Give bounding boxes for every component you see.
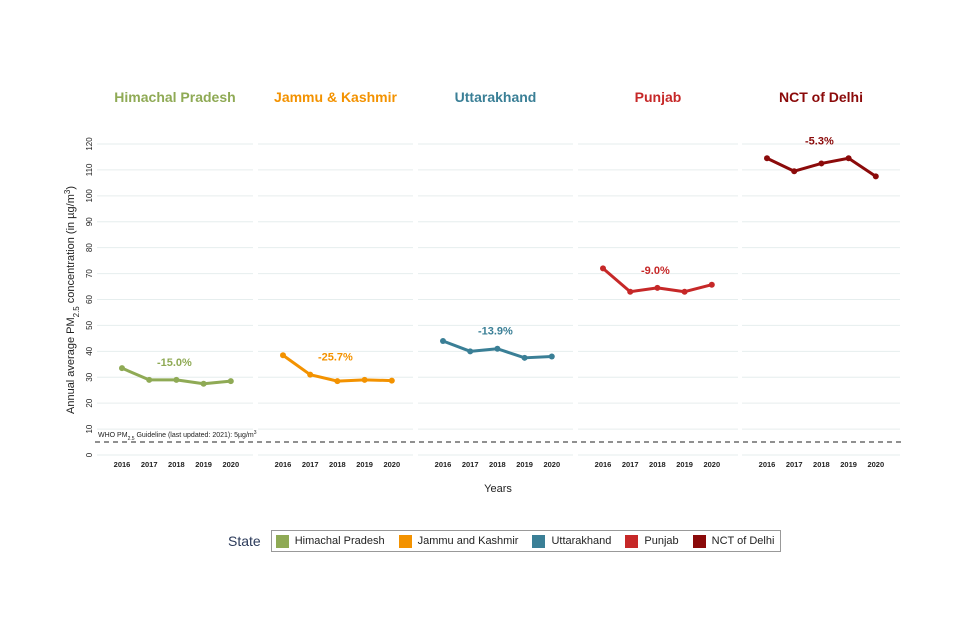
y-tick-label: 100	[85, 189, 94, 203]
data-point	[334, 378, 341, 385]
y-tick-label: 90	[85, 217, 94, 226]
legend-label: NCT of Delhi	[711, 535, 775, 547]
legend-label: Punjab	[644, 535, 679, 547]
panel-title: Jammu & Kashmir	[274, 89, 397, 105]
data-point	[173, 376, 180, 383]
x-tick-label: 2016	[759, 460, 776, 469]
who-guideline-label: WHO PM2.5 Guideline (last updated: 2021)…	[98, 430, 257, 442]
change-label: -9.0%	[641, 265, 670, 277]
panel-title: NCT of Delhi	[779, 89, 863, 105]
legend-item-uttarakhand: Uttarakhand	[532, 534, 612, 548]
change-label: -13.9%	[478, 326, 513, 338]
panel-title: Punjab	[635, 89, 682, 105]
data-point	[764, 155, 770, 162]
y-tick-label: 120	[85, 137, 94, 151]
x-tick-label: 2019	[840, 460, 857, 469]
y-tick-label: 10	[85, 424, 94, 433]
data-point	[494, 345, 501, 352]
y-tick-label: 40	[85, 346, 94, 355]
data-point	[872, 173, 879, 180]
data-point	[818, 160, 825, 167]
legend-box: Himachal Pradesh Jammu and Kashmir Uttar…	[270, 530, 782, 552]
y-tick-label: 70	[85, 269, 94, 278]
x-tick-label: 2020	[222, 460, 239, 469]
legend-label: Uttarakhand	[551, 535, 612, 547]
data-point	[200, 380, 207, 387]
x-tick-label: 2016	[275, 460, 292, 469]
x-tick-label: 2016	[435, 460, 452, 469]
data-point	[440, 337, 446, 344]
x-tick-label: 2016	[114, 460, 131, 469]
data-point	[119, 365, 125, 372]
x-axis-title: Years	[484, 483, 512, 495]
legend-label: Jammu and Kashmir	[417, 535, 519, 547]
legend-swatch	[532, 534, 546, 548]
panel-title: Uttarakhand	[455, 89, 537, 105]
data-point	[146, 376, 153, 383]
change-label: -5.3%	[805, 135, 834, 147]
change-label: -25.7%	[318, 352, 353, 364]
x-tick-label: 2017	[302, 460, 319, 469]
x-tick-label: 2020	[543, 460, 560, 469]
x-tick-label: 2019	[676, 460, 693, 469]
y-tick-label: 80	[85, 243, 94, 252]
x-tick-label: 2018	[489, 460, 506, 469]
data-point	[845, 155, 852, 162]
y-tick-label: 110	[85, 163, 94, 176]
x-tick-label: 2019	[195, 460, 212, 469]
x-tick-label: 2016	[595, 460, 612, 469]
data-point	[388, 377, 395, 384]
legend-title: State	[228, 533, 261, 549]
data-point	[681, 288, 688, 295]
legend-swatch	[692, 534, 706, 548]
legend-swatch	[275, 534, 289, 548]
x-tick-label: 2018	[329, 460, 346, 469]
x-tick-label: 2018	[168, 460, 185, 469]
x-tick-label: 2017	[141, 460, 158, 469]
y-axis-title: Annual average PM2.5 concentration (in µ…	[63, 186, 81, 414]
data-point	[521, 354, 528, 361]
x-tick-label: 2020	[383, 460, 400, 469]
change-label: -15.0%	[157, 357, 192, 369]
x-tick-label: 2018	[649, 460, 666, 469]
data-point	[791, 168, 798, 175]
data-point	[361, 376, 368, 383]
data-point	[280, 352, 286, 359]
data-point	[627, 288, 634, 295]
y-tick-label: 30	[85, 372, 94, 381]
x-tick-label: 2017	[622, 460, 639, 469]
x-tick-label: 2019	[356, 460, 373, 469]
y-tick-label: 20	[85, 398, 94, 407]
data-point	[548, 353, 555, 360]
data-point	[467, 348, 474, 355]
x-tick-label: 2018	[813, 460, 830, 469]
data-point	[654, 284, 661, 291]
x-tick-label: 2017	[462, 460, 479, 469]
data-point	[307, 371, 314, 378]
y-tick-label: 60	[85, 295, 94, 304]
data-point	[227, 378, 234, 385]
legend-item-punjab: Punjab	[625, 534, 679, 548]
legend-item-himachal-pradesh: Himachal Pradesh	[275, 534, 385, 548]
legend-swatch	[398, 534, 412, 548]
y-tick-label: 50	[85, 320, 94, 329]
legend-label: Himachal Pradesh	[294, 535, 385, 547]
x-tick-label: 2017	[786, 460, 803, 469]
legend-swatch	[625, 534, 639, 548]
data-point	[708, 281, 715, 288]
y-tick-label: 0	[85, 452, 94, 457]
legend-item-nct-delhi: NCT of Delhi	[692, 534, 775, 548]
x-tick-label: 2020	[703, 460, 720, 469]
x-tick-label: 2019	[516, 460, 533, 469]
panel-title: Himachal Pradesh	[114, 89, 235, 105]
x-tick-label: 2020	[867, 460, 884, 469]
legend: State Himachal Pradesh Jammu and Kashmir…	[228, 530, 782, 552]
legend-item-jammu-kashmir: Jammu and Kashmir	[398, 534, 519, 548]
data-point	[600, 265, 606, 272]
